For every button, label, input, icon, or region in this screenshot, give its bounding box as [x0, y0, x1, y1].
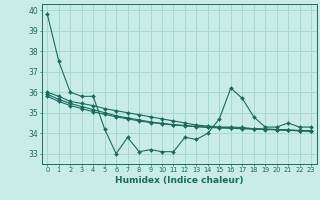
X-axis label: Humidex (Indice chaleur): Humidex (Indice chaleur): [115, 176, 244, 185]
